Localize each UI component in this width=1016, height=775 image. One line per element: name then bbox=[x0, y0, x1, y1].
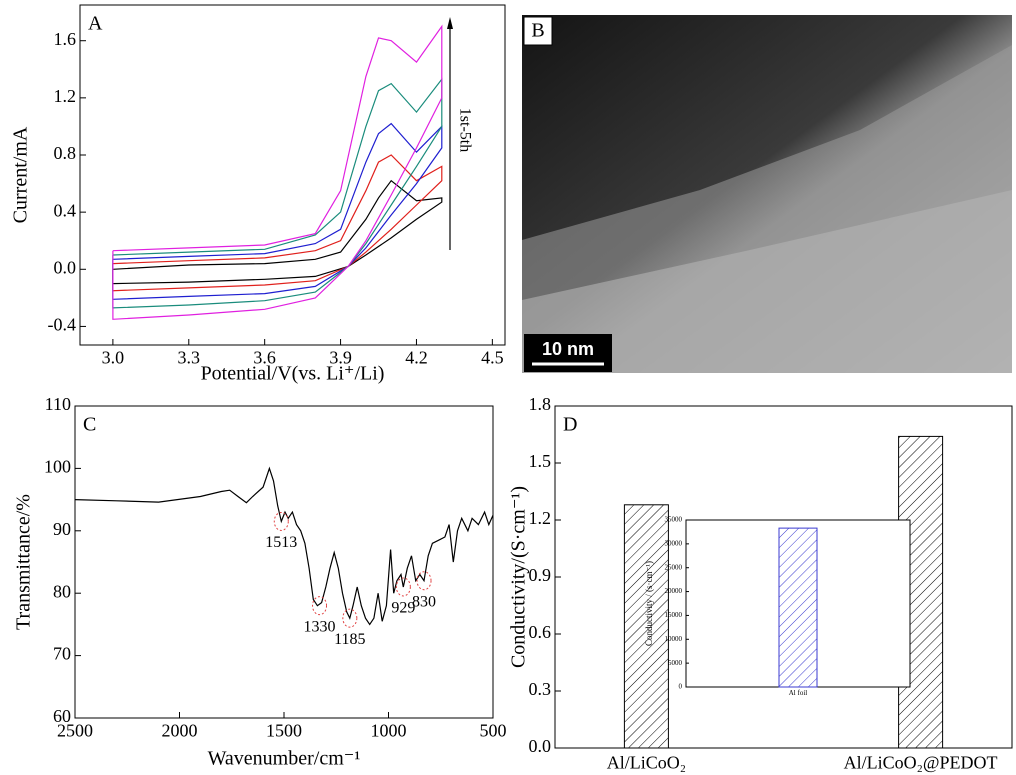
data-line bbox=[112, 24, 443, 320]
y-tick-label: 1.2 bbox=[54, 86, 77, 106]
x-tick-label: 3.3 bbox=[178, 348, 201, 368]
annotation-arrowhead bbox=[447, 17, 453, 29]
data-line bbox=[112, 122, 443, 300]
peak-marker bbox=[342, 608, 358, 628]
data-line bbox=[112, 154, 443, 292]
y-tick-label: 80 bbox=[53, 581, 71, 601]
scale-bar-label: 10 nm bbox=[542, 339, 594, 359]
y-tick-label: 0.8 bbox=[54, 143, 77, 163]
y-tick-label: 1.2 bbox=[529, 508, 552, 528]
y-tick-label: 10000 bbox=[665, 635, 683, 643]
x-tick-label: 3.0 bbox=[102, 348, 125, 368]
panel-label: A bbox=[88, 13, 103, 35]
peak-label: 1330 bbox=[304, 618, 336, 635]
x-axis-label: Wavenumber/cm⁻¹ bbox=[208, 748, 361, 770]
y-tick-label: 90 bbox=[53, 519, 71, 539]
y-tick-label: 0.0 bbox=[529, 736, 552, 756]
y-tick-label: 0.9 bbox=[529, 565, 552, 585]
x-axis-label: Potential/V(vs. Li⁺/Li) bbox=[201, 363, 385, 385]
category-label: Al foil bbox=[789, 689, 808, 697]
x-tick-label: 4.2 bbox=[405, 348, 428, 368]
y-tick-label: -0.4 bbox=[48, 315, 77, 335]
category-label: Al/LiCoO₂@PEDOT bbox=[844, 752, 998, 772]
plot-frame bbox=[74, 405, 494, 719]
y-tick-label: 70 bbox=[53, 644, 71, 664]
peak-marker bbox=[395, 577, 411, 597]
tem-image: B 10 nm bbox=[522, 15, 1012, 373]
data-line bbox=[112, 179, 443, 285]
y-tick-label: 0 bbox=[679, 683, 683, 691]
y-tick-label: 1.8 bbox=[529, 394, 552, 414]
y-tick-label: 0.3 bbox=[529, 679, 552, 699]
image-region bbox=[522, 190, 1012, 373]
x-tick-label: 3.6 bbox=[253, 348, 276, 368]
peak-marker bbox=[273, 511, 289, 531]
data-line bbox=[112, 77, 443, 309]
y-tick-label: 25000 bbox=[665, 563, 683, 571]
x-tick-label: 1000 bbox=[371, 721, 407, 741]
y-axis-label: Conductivity / (s·cm⁻¹) bbox=[644, 561, 654, 646]
y-tick-label: 0.6 bbox=[529, 622, 552, 642]
peak-marker bbox=[416, 571, 432, 591]
y-axis-label: Transmittance/% bbox=[13, 494, 35, 630]
peak-label: 1185 bbox=[334, 631, 365, 648]
bar bbox=[623, 504, 669, 749]
y-tick-label: 60 bbox=[53, 706, 71, 726]
y-tick-label: 20000 bbox=[665, 587, 683, 595]
annotation: 1st-5th bbox=[456, 108, 473, 152]
y-tick-label: 5000 bbox=[668, 659, 683, 667]
peak-label: 1513 bbox=[265, 534, 297, 551]
y-tick-label: 15000 bbox=[665, 611, 683, 619]
x-tick-label: 1500 bbox=[266, 721, 302, 741]
plot-frame bbox=[79, 4, 506, 346]
scale-bar-box bbox=[524, 334, 612, 372]
x-tick-label: 2500 bbox=[57, 721, 93, 741]
category-label: Al/LiCoO₂ bbox=[607, 752, 686, 772]
panel-label: C bbox=[83, 414, 96, 436]
data-line bbox=[74, 466, 494, 626]
panel-label: D bbox=[563, 414, 577, 436]
y-axis-label: Conductivity/(S·cm⁻¹) bbox=[508, 486, 530, 668]
y-tick-label: 100 bbox=[44, 457, 71, 477]
y-tick-label: 1.5 bbox=[529, 451, 552, 471]
x-tick-label: 500 bbox=[480, 721, 507, 741]
peak-marker bbox=[312, 596, 328, 616]
y-tick-label: 30000 bbox=[665, 539, 683, 547]
y-tick-label: 1.6 bbox=[54, 29, 77, 49]
peak-label: 830 bbox=[412, 593, 436, 610]
y-tick-label: 0.4 bbox=[54, 200, 77, 220]
y-tick-label: 110 bbox=[45, 394, 71, 414]
panel-label-box bbox=[523, 16, 553, 46]
y-tick-label: 0.0 bbox=[54, 257, 77, 277]
x-tick-label: 3.9 bbox=[329, 348, 352, 368]
bar bbox=[778, 527, 818, 688]
peak-label: 929 bbox=[391, 600, 415, 617]
x-tick-label: 2000 bbox=[162, 721, 198, 741]
y-tick-label: 35000 bbox=[665, 516, 683, 524]
x-tick-label: 4.5 bbox=[481, 348, 504, 368]
panel-label: B bbox=[531, 20, 544, 42]
y-axis-label: Current/mA bbox=[10, 126, 32, 223]
